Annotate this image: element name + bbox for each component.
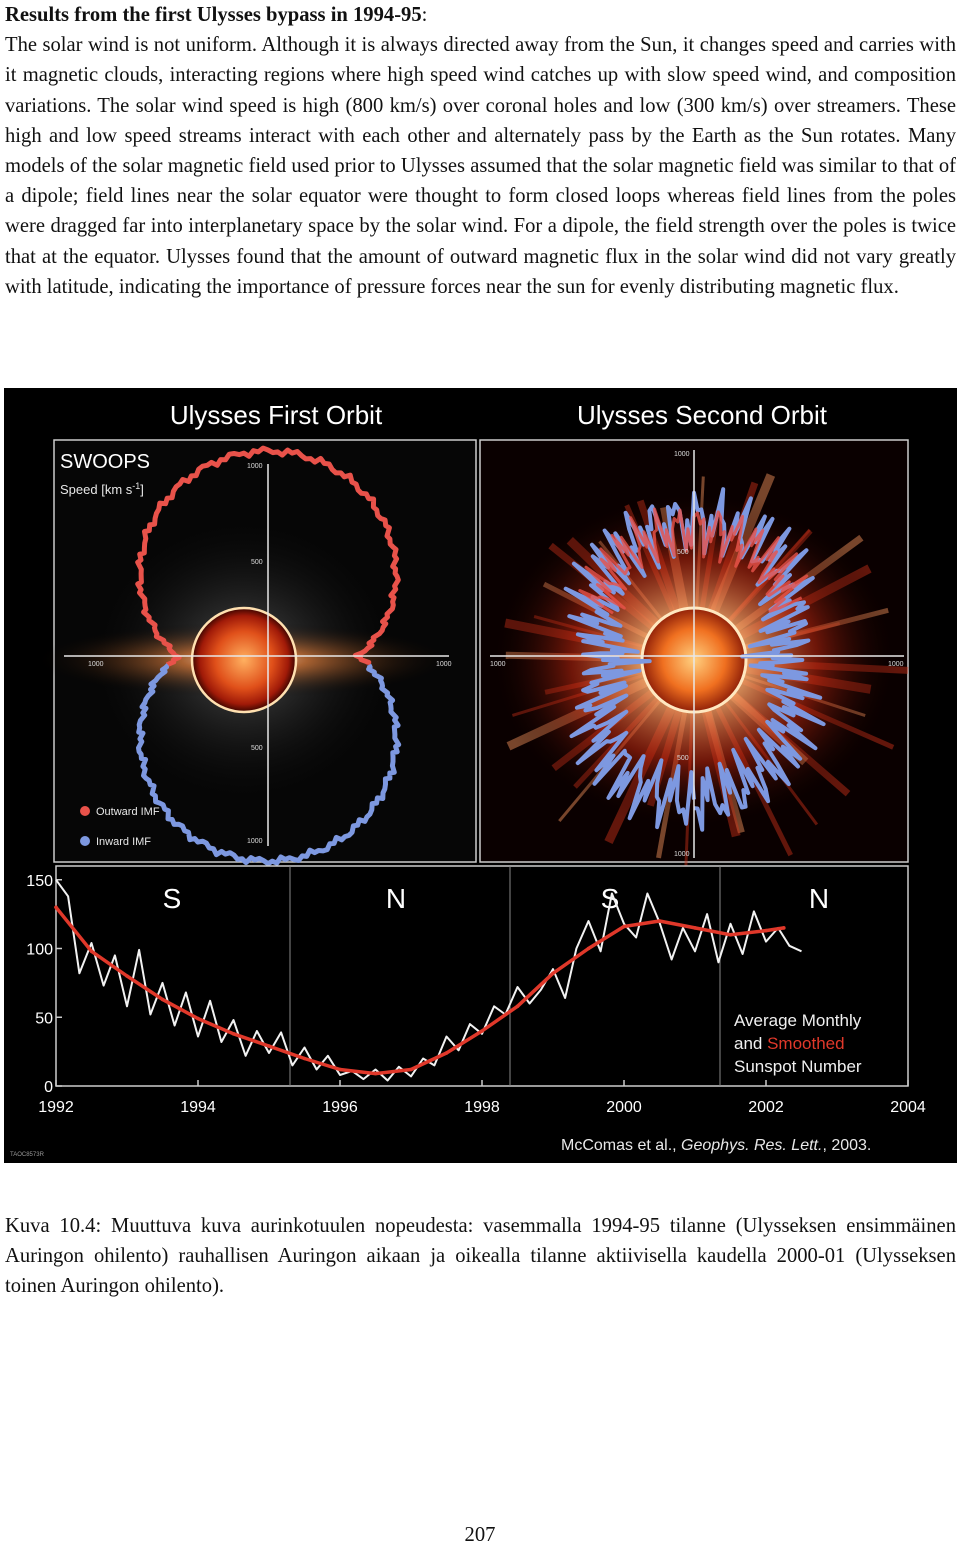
smoothed-data-point — [338, 1067, 342, 1072]
y-tick-label: 50 — [35, 1010, 53, 1027]
right-orbit-panel: 1000 500 1000 1000 500 1000 — [479, 439, 909, 877]
smoothed-data-point — [231, 1032, 236, 1036]
smoothed-data-point — [196, 1016, 200, 1021]
figure-svg: Ulysses First Orbit Ulysses Second Orbit… — [10, 400, 926, 1158]
sunspot-plot-frame — [55, 865, 909, 1087]
smoothed-data-point — [657, 919, 662, 923]
smoothed-sunspot-series — [54, 905, 786, 1076]
section-heading-colon: : — [421, 4, 428, 26]
swoops-label: SWOOPS — [60, 451, 150, 473]
y-tick-label: 100 — [26, 942, 53, 959]
smoothed-data-point — [267, 1044, 271, 1048]
ulysses-figure: Ulysses First Orbit Ulysses Second Orbit… — [4, 388, 957, 1163]
smoothed-data-point — [302, 1056, 307, 1061]
annotation-line-3: Sunspot Number — [734, 1057, 862, 1076]
right-axis-label-left: 1000 — [490, 661, 506, 668]
figure-caption: Kuva 10.4: Muuttuva kuva aurinkotuulen n… — [5, 1214, 956, 1297]
right-axis-label-upper: 500 — [677, 549, 689, 556]
left-orbit-panel: 1000 500 1000 1000 500 1000 SWOOPS Speed… — [34, 439, 477, 867]
left-axis-label-bottom: 1000 — [247, 838, 263, 845]
x-tick-label: 1994 — [180, 1099, 216, 1116]
left-panel-title: Ulysses First Orbit — [170, 400, 383, 430]
body-paragraph: The solar wind is not uniform. Although … — [5, 34, 956, 298]
hemisphere-label-n2: N — [809, 883, 829, 914]
left-outward-imf-trace — [135, 445, 401, 668]
outward-imf-legend-label: Outward IMF — [96, 806, 160, 818]
smoothed-data-point — [693, 926, 697, 930]
x-tick-label: 1998 — [464, 1099, 500, 1116]
smoothed-data-point — [551, 971, 555, 976]
smoothed-data-point — [728, 933, 733, 937]
smoothed-data-point — [89, 949, 94, 954]
annotation-line-1: Average Monthly — [734, 1011, 862, 1030]
citation-credit: McComas et al., Geophys. Res. Lett., 200… — [561, 1137, 871, 1154]
section-heading-bold: Results from the first Ulysses bypass in… — [5, 4, 422, 26]
y-tick-label: 0 — [44, 1079, 53, 1096]
left-sun — [190, 606, 298, 714]
section-heading: Results from the first Ulysses bypass in… — [5, 0, 956, 30]
left-axis-label-top: 1000 — [247, 463, 263, 470]
x-tick-label: 2004 — [890, 1099, 926, 1116]
left-axis-label-right: 1000 — [436, 661, 452, 668]
hemisphere-label-n1: N — [386, 883, 406, 914]
body-text-block: Results from the first Ulysses bypass in… — [5, 0, 956, 302]
right-axis-label-right: 1000 — [888, 661, 904, 668]
smoothed-data-point — [373, 1071, 378, 1076]
annotation-line-2: and Smoothed — [734, 1034, 845, 1053]
smoothed-data-point — [586, 946, 591, 951]
smoothed-data-point — [444, 1051, 449, 1055]
image-id-label: TAOC8573R — [10, 1152, 45, 1158]
left-axis-label-left: 1000 — [88, 661, 104, 668]
smoothed-data-point — [160, 997, 165, 1002]
smoothed-data-point — [622, 924, 626, 929]
y-tick-label: 150 — [26, 873, 53, 890]
inward-imf-legend-dot — [80, 836, 90, 846]
inward-imf-legend-label: Inward IMF — [96, 836, 151, 848]
smoothed-data-point — [409, 1067, 413, 1072]
page-number: 207 — [464, 1524, 496, 1546]
x-tick-label: 2002 — [748, 1099, 784, 1116]
hemisphere-label-s1: S — [163, 883, 182, 914]
right-axis-label-bottom: 1000 — [674, 851, 690, 858]
speed-unit-label: Speed [km s-1] — [60, 481, 144, 497]
smoothed-data-point — [480, 1029, 484, 1033]
smoothed-data-point — [125, 974, 129, 978]
smoothed-data-point — [764, 928, 768, 933]
outward-imf-legend-dot — [80, 806, 90, 816]
right-axis-label-lower: 500 — [677, 755, 689, 762]
left-axis-label-upper: 500 — [251, 559, 263, 566]
left-axis-label-lower: 500 — [251, 745, 263, 752]
left-inward-imf-trace — [136, 663, 402, 867]
x-tick-label: 1996 — [322, 1099, 358, 1116]
smoothed-data-point — [782, 926, 786, 930]
smoothed-data-point — [515, 1004, 520, 1009]
right-panel-title: Ulysses Second Orbit — [577, 400, 828, 430]
x-tick-label: 2000 — [606, 1099, 642, 1116]
smoothed-data-point — [54, 905, 58, 910]
x-tick-label: 1992 — [38, 1099, 74, 1116]
right-axis-label-top: 1000 — [674, 451, 690, 458]
